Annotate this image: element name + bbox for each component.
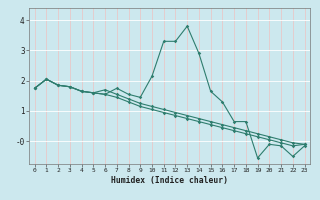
X-axis label: Humidex (Indice chaleur): Humidex (Indice chaleur) (111, 176, 228, 185)
